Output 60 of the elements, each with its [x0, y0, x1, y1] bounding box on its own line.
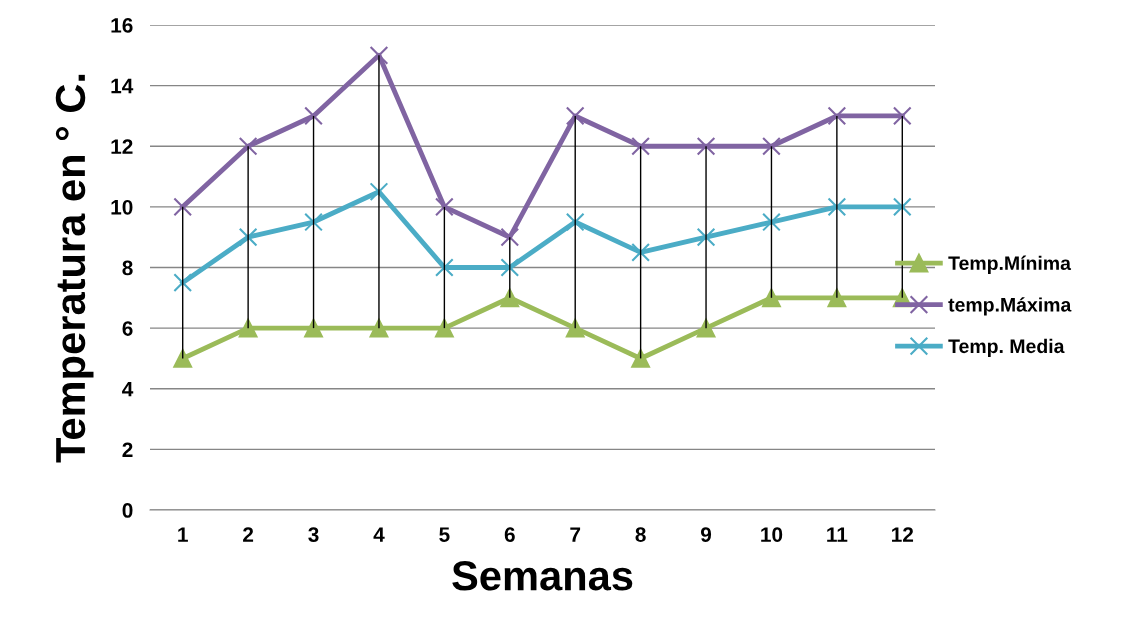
point [631, 136, 650, 156]
point [565, 106, 585, 126]
point [173, 349, 193, 368]
y-tick-label: 4 [122, 381, 134, 397]
point [631, 242, 650, 262]
point [173, 273, 193, 293]
point [762, 136, 781, 156]
y-tick-label: 10 [111, 199, 133, 215]
point [500, 288, 520, 308]
point [238, 136, 258, 156]
point [304, 106, 323, 126]
x-tick-label: 2 [243, 527, 254, 542]
point [565, 318, 585, 338]
y-tick-label: 2 [122, 442, 133, 457]
legend-label: temp.Máxima [948, 297, 1072, 316]
point [565, 212, 585, 232]
x-tick-label: 11 [827, 527, 848, 542]
point [173, 197, 193, 217]
y-axis-title: Temperatura en ° C. [55, 74, 94, 463]
point [238, 318, 258, 338]
point [500, 258, 520, 277]
legend-label: Temp. Media [948, 338, 1065, 357]
x-tick-label: 3 [308, 527, 319, 542]
point [435, 197, 454, 217]
x-axis-title: Semanas [452, 561, 633, 591]
legend-label: Temp.Mínima [948, 255, 1072, 274]
point [696, 318, 716, 338]
x-tick-label: 10 [761, 527, 783, 542]
x-tick-label: 12 [892, 527, 914, 542]
y-tick-label: 14 [111, 78, 134, 94]
y-tick-label: 8 [122, 260, 133, 276]
point [892, 106, 912, 126]
point [369, 45, 389, 65]
point [827, 106, 847, 126]
point [696, 227, 716, 247]
x-tick-label: 1 [178, 527, 188, 542]
point [435, 318, 454, 338]
y-tick-label: 0 [122, 503, 133, 518]
point [238, 227, 258, 247]
x-tick-label: 7 [570, 527, 581, 542]
y-tick-label: 12 [111, 139, 133, 154]
x-tick-label: 8 [635, 527, 646, 542]
point [304, 212, 323, 232]
x-tick-label: 6 [504, 527, 515, 542]
x-tick-label: 4 [373, 527, 385, 542]
point [369, 182, 389, 202]
point [435, 258, 454, 277]
point [631, 349, 650, 368]
x-tick-label: 5 [439, 527, 450, 542]
y-tick-label: 16 [111, 18, 133, 33]
point [500, 227, 520, 247]
point [696, 136, 716, 156]
point [762, 288, 781, 308]
point [892, 197, 912, 217]
point [827, 197, 847, 217]
y-tick-label: 6 [122, 321, 133, 336]
point [304, 318, 323, 338]
x-tick-label: 9 [700, 527, 712, 542]
point [762, 212, 781, 232]
point [369, 318, 389, 338]
